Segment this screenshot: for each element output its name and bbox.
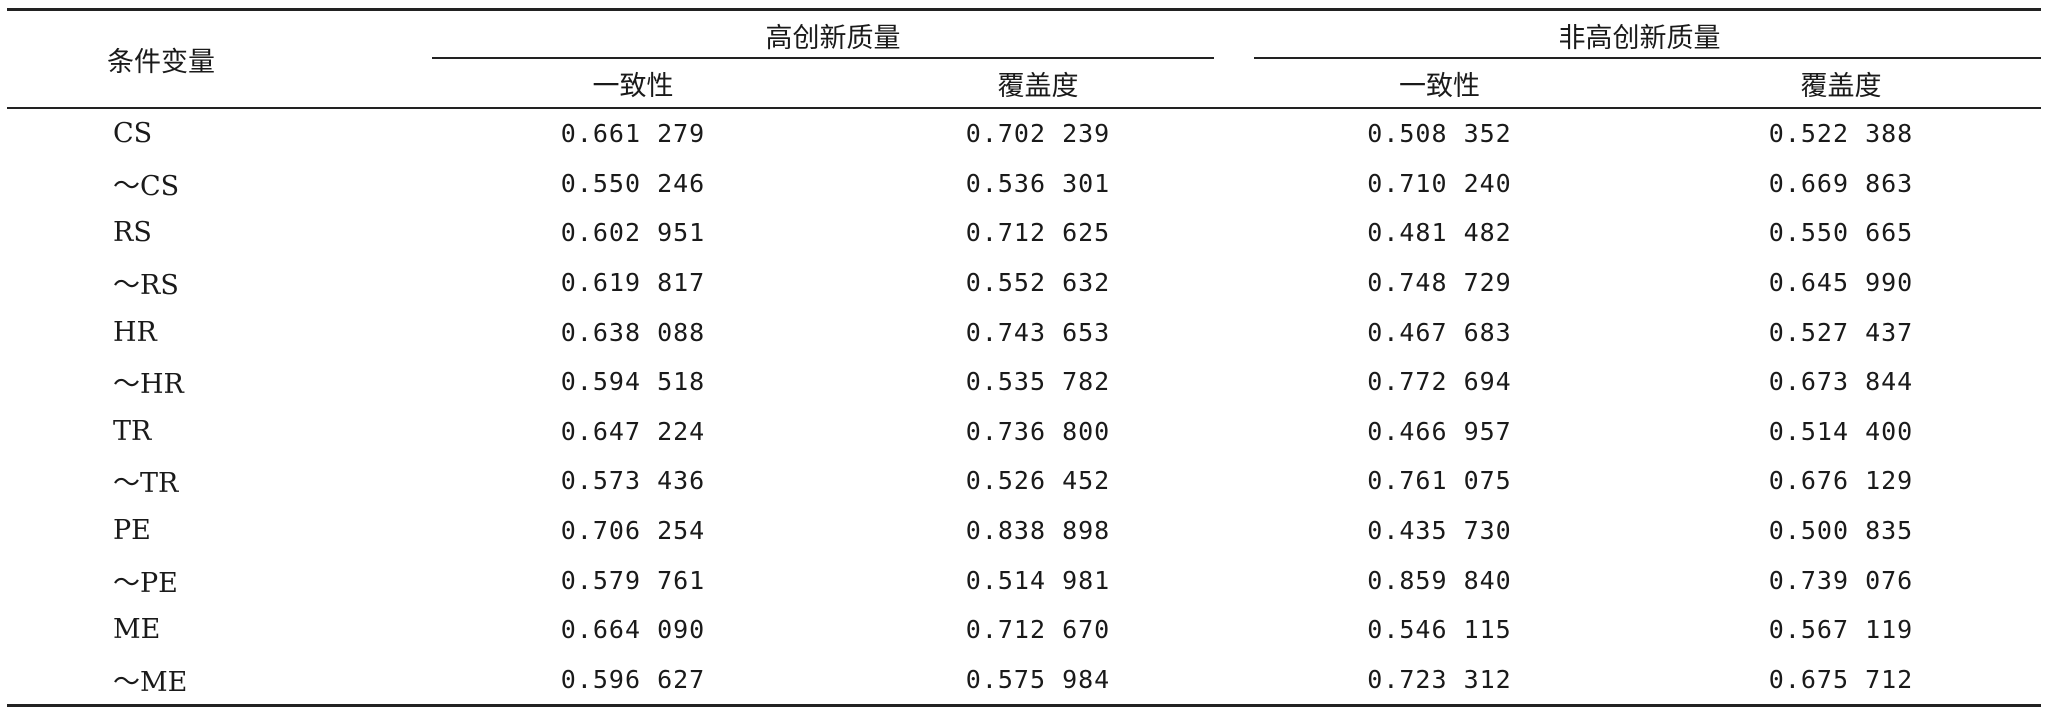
nonhigh-coverage-value: 0.669 863: [1768, 168, 1914, 198]
nonhigh-coverage-header: 覆盖度: [1641, 59, 2041, 109]
high-consistency-value: 0.573 436: [560, 466, 706, 496]
table-header: 条件变量 高创新质量 非高创新质量 一致性 覆盖度 一致性 覆盖度: [7, 8, 2041, 109]
nonhigh-consistency-header: 一致性: [1238, 59, 1641, 109]
condition-label: ～ME: [7, 654, 428, 708]
high-consistency-value: 0.706 254: [560, 516, 706, 546]
high-quality-group-header: 高创新质量: [428, 8, 1238, 59]
high-consistency-value: 0.579 761: [560, 565, 706, 595]
high-coverage-value: 0.702 239: [965, 119, 1111, 149]
nonhigh-consistency-value: 0.772 694: [1367, 367, 1512, 397]
high-consistency-value: 0.661 279: [560, 119, 706, 149]
nonhigh-consistency-value: 0.467 683: [1367, 317, 1512, 347]
nonhigh-quality-group-header: 非高创新质量: [1238, 8, 2041, 59]
table-row: ～PE 0.579 761 0.514 981 0.859 840 0.739 …: [7, 555, 2041, 605]
condition-label: ～CS: [113, 170, 180, 202]
header-row-groups: 条件变量 高创新质量 非高创新质量: [7, 8, 2041, 109]
nonhigh-coverage-value: 0.673 844: [1768, 367, 1914, 397]
nonhigh-consistency-value: 0.723 312: [1238, 654, 1641, 708]
nonhigh-consistency-value: 0.508 352: [1367, 119, 1512, 149]
high-coverage-value: 0.514 981: [965, 565, 1111, 595]
nonhigh-consistency-value: 0.748 729: [1367, 268, 1512, 298]
nonhigh-coverage-value: 0.514 400: [1768, 416, 1914, 446]
high-quality-group-label: 高创新质量: [765, 22, 901, 54]
high-coverage-value: 0.552 632: [965, 268, 1111, 298]
high-coverage-value: 0.575 984: [838, 654, 1238, 708]
nonhigh-quality-group-label: 非高创新质量: [1558, 22, 1721, 54]
high-coverage-value: 0.838 898: [965, 516, 1111, 546]
condition-label: ～RS: [113, 270, 179, 302]
high-coverage-value: 0.526 452: [965, 466, 1111, 496]
nonhigh-consistency-value: 0.546 115: [1367, 615, 1512, 645]
condition-label: ～HR: [113, 369, 184, 401]
high-consistency-value: 0.602 951: [560, 218, 706, 248]
high-consistency-value: 0.619 817: [560, 268, 706, 298]
nonhigh-coverage-value: 0.567 119: [1768, 615, 1914, 645]
high-consistency-value: 0.550 246: [560, 168, 706, 198]
condition-label: CS: [113, 118, 153, 150]
condition-variable-header: 条件变量: [7, 8, 428, 109]
table-row: PE 0.706 254 0.838 898 0.435 730 0.500 8…: [7, 506, 2041, 556]
nonhigh-consistency-value: 0.761 075: [1367, 466, 1512, 496]
table-row: CS 0.661 279 0.702 239 0.508 352 0.522 3…: [7, 108, 2041, 159]
nonhigh-coverage-value: 0.645 990: [1768, 268, 1914, 298]
table-row: ～HR 0.594 518 0.535 782 0.772 694 0.673 …: [7, 357, 2041, 407]
table-body: CS 0.661 279 0.702 239 0.508 352 0.522 3…: [7, 108, 2041, 708]
table-row: TR 0.647 224 0.736 800 0.466 957 0.514 4…: [7, 407, 2041, 457]
condition-label: ～PE: [113, 567, 178, 599]
table-row: ME 0.664 090 0.712 670 0.546 115 0.567 1…: [7, 605, 2041, 655]
nonhigh-coverage-value: 0.739 076: [1768, 565, 1914, 595]
nonhigh-consistency-value: 0.710 240: [1367, 168, 1512, 198]
high-coverage-header: 覆盖度: [838, 59, 1238, 109]
nonhigh-coverage-value: 0.522 388: [1768, 119, 1914, 149]
nonhigh-coverage-value: 0.527 437: [1768, 317, 1914, 347]
nonhigh-coverage-value: 0.550 665: [1768, 218, 1914, 248]
high-consistency-value: 0.594 518: [560, 367, 706, 397]
necessity-analysis-table: 条件变量 高创新质量 非高创新质量 一致性 覆盖度 一致性 覆盖度 CS: [7, 8, 2041, 708]
condition-label: TR: [113, 415, 152, 447]
nonhigh-consistency-value: 0.481 482: [1367, 218, 1512, 248]
high-group-rule: [432, 57, 1214, 59]
high-coverage-value: 0.743 653: [965, 317, 1111, 347]
nonhigh-coverage-value: 0.675 712: [1641, 654, 2041, 708]
nonhigh-consistency-value: 0.466 957: [1367, 416, 1512, 446]
condition-label: ～TR: [113, 468, 179, 500]
nonhigh-coverage-value: 0.676 129: [1768, 466, 1914, 496]
high-coverage-value: 0.712 625: [965, 218, 1111, 248]
high-consistency-value: 0.664 090: [560, 615, 706, 645]
high-consistency-value: 0.596 627: [428, 654, 838, 708]
condition-label: PE: [113, 515, 151, 547]
table-row: ～CS 0.550 246 0.536 301 0.710 240 0.669 …: [7, 159, 2041, 209]
header-row-metrics: 一致性 覆盖度 一致性 覆盖度: [7, 59, 2041, 109]
condition-label: ME: [113, 614, 161, 646]
nonhigh-coverage-value: 0.500 835: [1768, 516, 1914, 546]
high-coverage-value: 0.736 800: [965, 416, 1111, 446]
nonhigh-consistency-value: 0.435 730: [1367, 516, 1512, 546]
high-coverage-value: 0.535 782: [965, 367, 1111, 397]
necessity-table-container: 条件变量 高创新质量 非高创新质量 一致性 覆盖度 一致性 覆盖度 CS: [7, 8, 2041, 708]
table-row: HR 0.638 088 0.743 653 0.467 683 0.527 4…: [7, 307, 2041, 357]
nonhigh-group-rule: [1254, 57, 2041, 59]
high-coverage-value: 0.712 670: [965, 615, 1111, 645]
table-row: ～TR 0.573 436 0.526 452 0.761 075 0.676 …: [7, 456, 2041, 506]
high-consistency-value: 0.647 224: [560, 416, 706, 446]
nonhigh-consistency-value: 0.859 840: [1367, 565, 1512, 595]
table-row: ～ME 0.596 627 0.575 984 0.723 312 0.675 …: [7, 654, 2041, 708]
high-consistency-value: 0.638 088: [560, 317, 706, 347]
high-consistency-header: 一致性: [428, 59, 838, 109]
table-row: ～RS 0.619 817 0.552 632 0.748 729 0.645 …: [7, 258, 2041, 308]
condition-label: HR: [113, 316, 157, 348]
high-coverage-value: 0.536 301: [965, 168, 1111, 198]
condition-label: RS: [113, 217, 152, 249]
table-row: RS 0.602 951 0.712 625 0.481 482 0.550 6…: [7, 208, 2041, 258]
